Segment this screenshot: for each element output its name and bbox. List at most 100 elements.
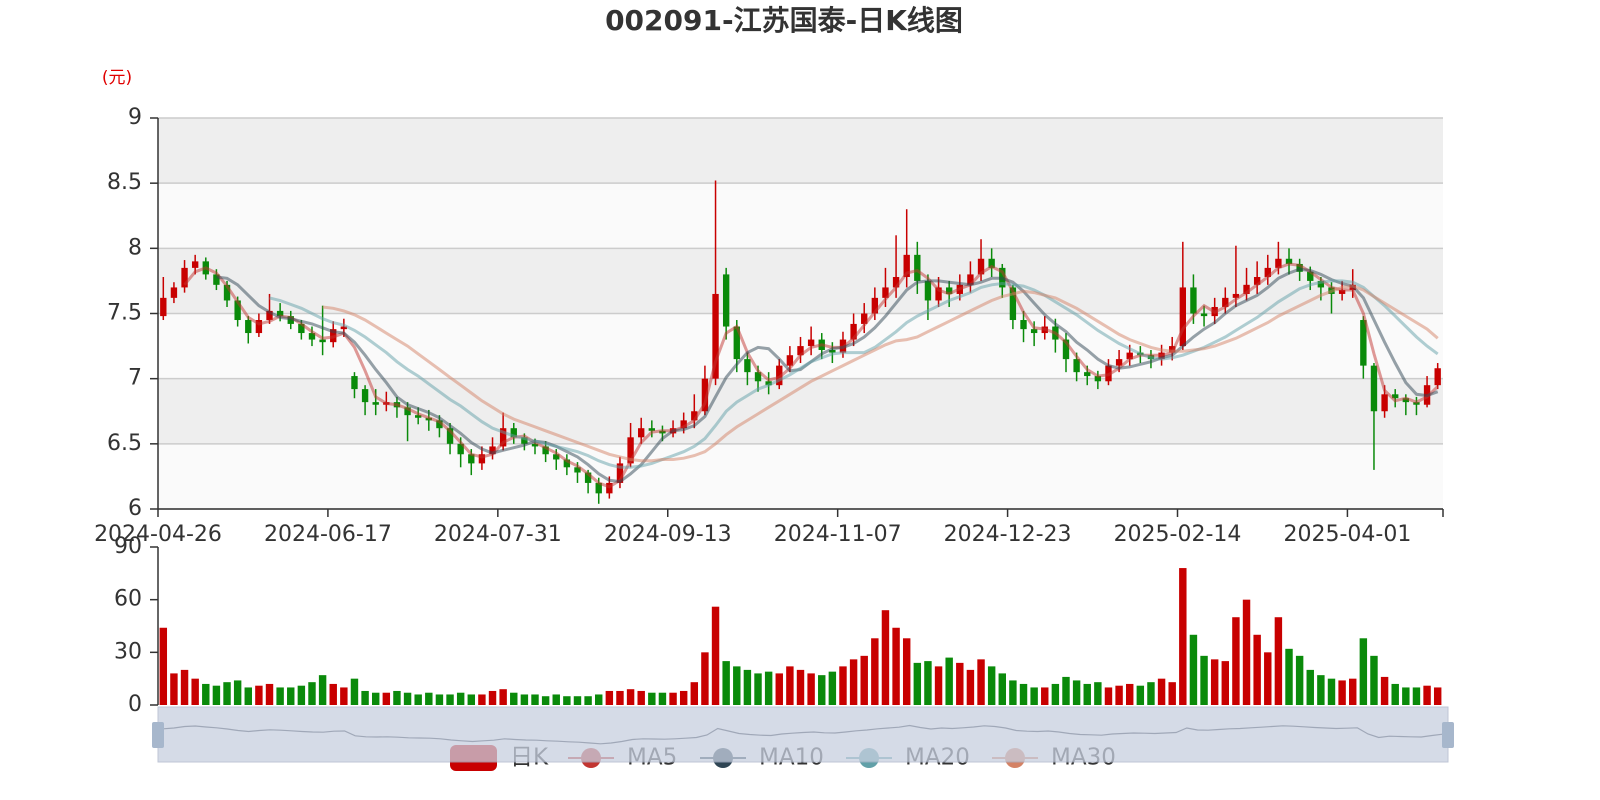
candle-body [1317, 280, 1325, 288]
candle-body [1222, 297, 1229, 307]
volume-bar [711, 606, 720, 705]
volume-bar [626, 689, 635, 705]
volume-bar [722, 661, 730, 705]
candle-body [1285, 258, 1293, 264]
candle-body [871, 297, 879, 314]
volume-bar [934, 666, 943, 705]
volume-bar [159, 627, 168, 705]
volume-bar [1412, 687, 1421, 705]
volume-bar [1189, 634, 1198, 705]
volume-bar [637, 690, 645, 705]
candle-body [616, 463, 624, 483]
volume-bar [786, 666, 794, 705]
y-tick-label: 9 [128, 105, 142, 130]
candle-body [457, 443, 464, 455]
candle-body [1126, 352, 1133, 360]
split-area [158, 248, 1443, 314]
volume-bar [276, 687, 284, 705]
volume-bar [488, 690, 497, 705]
volume-bar [1168, 682, 1176, 705]
candle-body [924, 280, 932, 301]
candle-body [531, 443, 539, 447]
zoom-handle[interactable] [1442, 722, 1454, 748]
volume-bar [871, 638, 879, 705]
candle-body [234, 300, 241, 321]
volume-bar [265, 683, 274, 705]
candle-body [351, 376, 358, 390]
candle-body [765, 381, 772, 386]
candle-body [181, 267, 188, 288]
volume-bar [584, 696, 592, 705]
volume-bar [1264, 652, 1272, 705]
y-tick-label: 7.5 [107, 301, 142, 326]
candle-body [722, 274, 730, 327]
volume-bar [945, 657, 953, 705]
volume-bar [1423, 685, 1431, 705]
split-area [158, 443, 1443, 509]
candle-body [829, 349, 836, 353]
candle-body [807, 339, 815, 347]
volume-bar [1179, 568, 1187, 705]
volume-bar [595, 694, 603, 705]
candle-body [213, 274, 220, 285]
candle-body [701, 378, 709, 412]
volume-bar [1306, 669, 1314, 705]
candle-body [595, 482, 602, 494]
volume-bar [212, 685, 221, 705]
volume-bar [818, 675, 826, 705]
candle-body [1264, 267, 1271, 278]
candle-body [903, 254, 910, 278]
volume-bar [435, 694, 444, 705]
volume-bar [393, 690, 401, 705]
candle-body [648, 428, 656, 431]
volume-bar [701, 652, 709, 705]
candle-body [372, 402, 379, 405]
zoom-slider [157, 706, 1449, 763]
volume-bar [255, 685, 263, 705]
candle-body [223, 284, 231, 301]
volume-bar [828, 671, 837, 705]
candle-body [1084, 372, 1091, 377]
zoom-handle[interactable] [152, 722, 164, 748]
candle-body [1381, 394, 1388, 412]
candle-body [1179, 287, 1186, 347]
candle-body [489, 446, 496, 455]
candle-body [1190, 287, 1197, 314]
volume-bar [191, 678, 199, 705]
candle-body [1392, 394, 1399, 399]
candle-body [308, 333, 316, 340]
candle-body [436, 420, 443, 429]
volume-bar [913, 662, 922, 705]
candle-body [298, 323, 305, 334]
volume-bar [510, 692, 518, 705]
candle-body [744, 359, 751, 373]
candle-body [1094, 376, 1102, 382]
candle-body [1020, 320, 1027, 330]
volume-bar [403, 692, 412, 705]
candle-body [340, 326, 348, 330]
volume-bar [1051, 683, 1060, 705]
candle-body [1253, 277, 1261, 285]
y-tick-label: 0 [128, 692, 142, 717]
volume-bar [690, 682, 699, 705]
candle-body [1200, 313, 1208, 317]
ma-line [216, 267, 1439, 484]
volume-bar [1359, 638, 1368, 705]
split-area [158, 118, 1443, 184]
candle-body [914, 254, 921, 281]
candle-body [319, 339, 326, 343]
candle-body [850, 323, 857, 340]
candle-body [170, 287, 178, 298]
volume-bar [340, 687, 348, 705]
volume-bar [892, 627, 900, 705]
volume-bar [1072, 680, 1081, 705]
candle-body [1073, 359, 1080, 373]
candle-body [1338, 290, 1346, 294]
y-tick-label: 30 [114, 639, 142, 664]
volume-bar [1380, 676, 1389, 705]
candle-body [1243, 284, 1250, 294]
volume-bar [1104, 687, 1113, 705]
y-tick-label: 6 [128, 496, 142, 521]
candle-body [861, 313, 868, 324]
